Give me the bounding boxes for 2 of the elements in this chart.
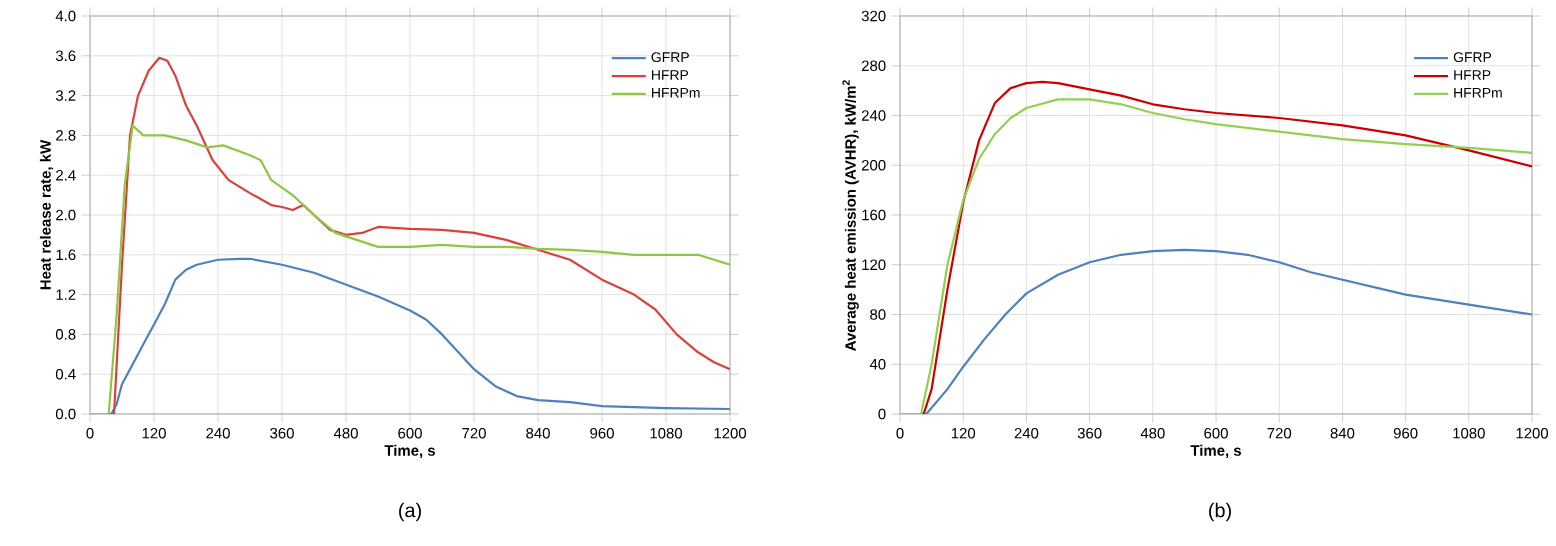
text: (b)	[1209, 502, 1231, 522]
text: (a)	[399, 502, 421, 522]
